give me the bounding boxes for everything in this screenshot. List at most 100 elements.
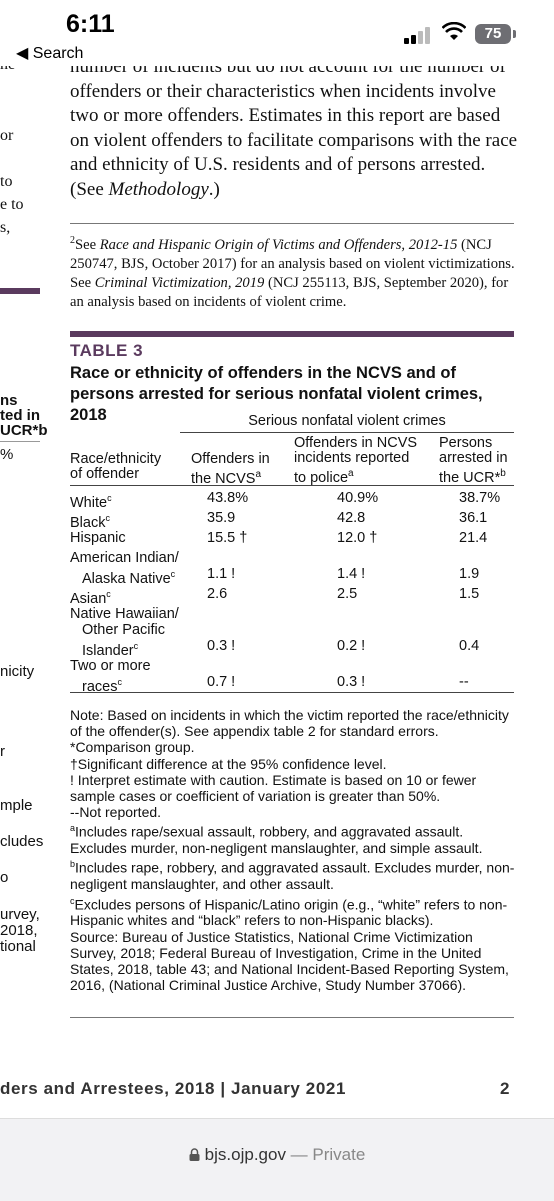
left-column-fragment: urvey,: [0, 906, 40, 923]
note-superscript: b: [70, 859, 76, 870]
note-text: Source: Bureau of Justice Statistics, Na…: [70, 928, 509, 994]
back-to-search-button[interactable]: ◀ Search: [16, 45, 84, 62]
table-note: ! Interpret estimate with caution. Estim…: [70, 772, 520, 804]
cellular-signal-icon: [404, 26, 434, 44]
note-text: --Not reported.: [70, 804, 162, 821]
header-line: incidents reported: [294, 450, 410, 466]
url-domain: bjs.ojp.gov: [204, 1145, 286, 1164]
row-label-line: American Indian/: [70, 550, 179, 566]
row-label-line: Islander: [82, 642, 134, 659]
row-label: American Indian/Alaska Nativec: [70, 550, 179, 587]
table-cell: --: [459, 674, 469, 690]
row-label-line: Alaska Native: [82, 570, 171, 587]
table-cell: 0.2 !: [337, 638, 366, 654]
footnote-citation: Race and Hispanic Origin of Victims and …: [99, 236, 458, 253]
row-label-superscript: c: [117, 677, 122, 687]
table-title: Race or ethnicity of offenders in the NC…: [70, 364, 483, 424]
table-cell: 43.8%: [207, 490, 249, 506]
row-label-superscript: c: [170, 569, 176, 579]
table-note: †Significant difference at the 95% confi…: [70, 756, 520, 772]
wifi-icon: [442, 22, 466, 40]
row-label: Hispanic: [70, 530, 126, 546]
left-column-fragment: %: [0, 446, 14, 463]
header-superscript: a: [348, 468, 354, 479]
table-cell: 12.0 †: [337, 530, 378, 546]
table-cell: 42.8: [337, 510, 366, 526]
header-line: Race/ethnicity: [70, 451, 162, 467]
left-column-fragment: mple: [0, 797, 33, 814]
footnote-text: (NCJ 250747, BJS, October 2017) for an a…: [70, 236, 515, 291]
row-label-line: Black: [70, 514, 106, 531]
table-cell: 1.9: [459, 566, 480, 582]
table-cell: 15.5 †: [207, 530, 248, 546]
column-header-ucr: Persons arrested in the UCR*b: [439, 436, 508, 486]
column-header-race: Race/ethnicity of offender: [70, 452, 161, 482]
column-group-rule: [180, 432, 514, 433]
footnote-mark: 2: [70, 235, 75, 246]
header-line: arrested in: [439, 450, 508, 466]
note-superscript: c: [70, 895, 75, 906]
note-text: *Comparison group.: [70, 739, 195, 756]
table-cell: 0.4: [459, 638, 480, 654]
table-row: Native Hawaiian/Other Pacific Islanderc 0.…: [70, 606, 514, 659]
row-label-superscript: c: [107, 493, 112, 503]
table-cell: 1.4 !: [337, 566, 366, 582]
table-label: TABLE 3: [70, 341, 144, 360]
row-label-line: Two or more: [70, 658, 151, 674]
private-label: — Private: [285, 1145, 366, 1164]
table-note: bIncludes rape, robbery, and aggravated …: [70, 856, 520, 892]
header-line: to police: [294, 469, 349, 486]
left-column-divider: [0, 441, 40, 442]
left-column-fragment: nicity: [0, 663, 35, 680]
table-row: Whitec 43.8% 40.9% 38.7%: [70, 490, 514, 511]
battery-icon: 75: [475, 24, 511, 44]
status-bar: 6:11 ◀ Search 75: [0, 0, 554, 66]
row-label-superscript: c: [106, 589, 111, 599]
footnote-text: See: [75, 236, 100, 253]
header-line: Offenders in NCVS: [294, 435, 418, 451]
table-row: American Indian/Alaska Nativec 1.1 ! 1.4 !…: [70, 550, 514, 587]
table-row: Asianc 2.6 2.5 1.5: [70, 586, 514, 607]
table-note: *Comparison group.: [70, 739, 520, 755]
header-line: Persons: [439, 435, 493, 451]
page-footer: ders and Arrestees, 2018 | January 2021: [0, 1079, 347, 1098]
table-note: aIncludes rape/sexual assault, robbery, …: [70, 820, 520, 856]
header-superscript: b: [500, 468, 506, 479]
row-label-line: Other Pacific: [82, 622, 165, 638]
left-column-fragment: e to: [0, 196, 24, 213]
table-cell: 1.1 !: [207, 566, 236, 582]
footnote-citation: Criminal Victimization, 2019: [94, 274, 265, 291]
row-label-line: Asian: [70, 590, 107, 607]
left-column-rule: [0, 288, 40, 294]
table-cell: 40.9%: [337, 490, 379, 506]
note-superscript: a: [70, 823, 76, 834]
header-line: of offender: [70, 466, 140, 482]
table-note: cExcludes persons of Hispanic/Latino ori…: [70, 893, 520, 929]
left-column-fragment: r: [0, 743, 5, 760]
clock: 6:11: [66, 10, 115, 38]
note-text: ! Interpret estimate with caution. Estim…: [70, 771, 477, 805]
note-text: Includes rape/sexual assault, robbery, a…: [70, 824, 483, 857]
table-bottom-rule: [70, 692, 514, 693]
paragraph-emphasis: Methodology: [108, 178, 209, 200]
left-column-fragment: s,: [0, 219, 11, 236]
lock-icon: [189, 1148, 200, 1161]
left-column-fragment: or: [0, 127, 14, 144]
left-column-fragment: tional: [0, 938, 36, 955]
paragraph-text: .): [208, 178, 220, 200]
table-note: Source: Bureau of Justice Statistics, Na…: [70, 929, 520, 994]
table-row: Two or more racesc 0.7 ! 0.3 ! --: [70, 658, 514, 695]
browser-address-bar[interactable]: bjs.ojp.gov — Private: [0, 1118, 554, 1201]
url-display[interactable]: bjs.ojp.gov — Private: [0, 1145, 554, 1165]
left-column-fragment: to: [0, 173, 13, 190]
row-label-superscript: c: [133, 641, 139, 651]
footnote-text: (NCJ 255113, BJS, September 2020), for a…: [70, 274, 509, 310]
footnote: 2See Race and Hispanic Origin of Victims…: [70, 231, 522, 312]
left-column-fragment: ted in: [0, 407, 40, 424]
left-column-fragment: 2018,: [0, 922, 38, 939]
column-group-header: Serious nonfatal violent crimes: [248, 413, 446, 429]
table-cell: 0.7 !: [207, 674, 236, 690]
header-line: the NCVS: [191, 470, 256, 487]
footnote-divider: [70, 223, 514, 224]
table-cell: 1.5: [459, 586, 480, 602]
